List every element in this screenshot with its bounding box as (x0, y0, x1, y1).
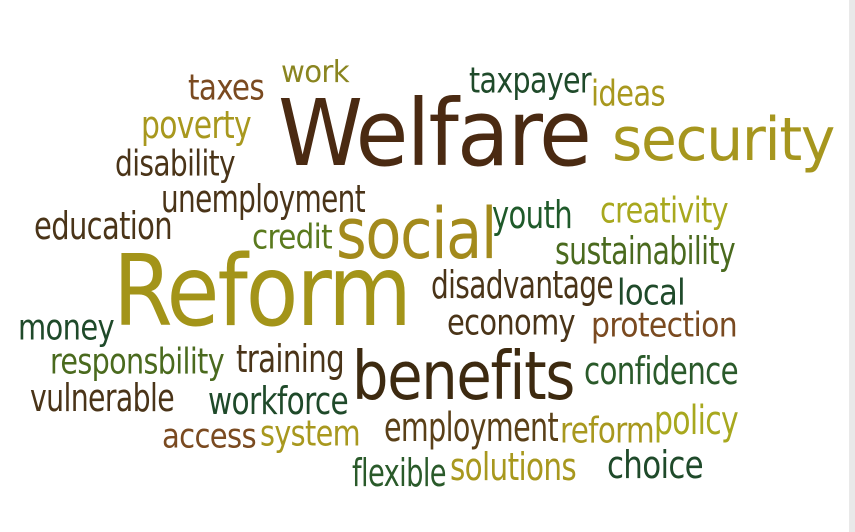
word-work: work (281, 54, 350, 90)
word-flexible: flexible (352, 451, 447, 497)
word-workforce: workforce (208, 379, 349, 425)
word-social: social (336, 193, 497, 275)
word-system: system (260, 412, 361, 455)
word-vulnerable: vulnerable (30, 376, 175, 422)
word-responsbility: responsbility (50, 340, 225, 383)
word-confidence: confidence (584, 349, 739, 395)
word-creativity: creativity (600, 189, 729, 232)
word-money: money (18, 306, 115, 349)
word-choice: choice (607, 443, 704, 489)
word-taxpayer: taxpayer (469, 59, 592, 102)
word-unemployment: unemployment (161, 177, 366, 223)
word-youth: youth (492, 193, 573, 239)
word-employment: employment (384, 403, 559, 451)
word-solutions: solutions (450, 445, 577, 491)
word-poverty: poverty (141, 103, 252, 149)
word-education: education (34, 204, 173, 250)
word-training: training (236, 337, 345, 383)
word-reform: Reform (113, 234, 412, 349)
word-local: local (617, 271, 686, 314)
word-disadvantage: disadvantage (431, 263, 614, 309)
word-economy: economy (447, 301, 576, 344)
word-credit: credit (252, 217, 333, 257)
word-access: access (162, 416, 257, 456)
word-security: security (612, 104, 835, 175)
word-ideas: ideas (591, 72, 666, 115)
word-sustainability: sustainability (555, 229, 736, 275)
word-disability: disability (115, 142, 236, 185)
word-protection: protection (591, 305, 738, 345)
word-benefits: benefits (352, 336, 575, 416)
word-policy: policy (654, 396, 739, 444)
word-taxes: taxes (188, 66, 265, 109)
right-edge-border (849, 0, 855, 532)
word-reform-small: reform (560, 409, 655, 452)
word-welfare: Welfare (278, 79, 592, 188)
